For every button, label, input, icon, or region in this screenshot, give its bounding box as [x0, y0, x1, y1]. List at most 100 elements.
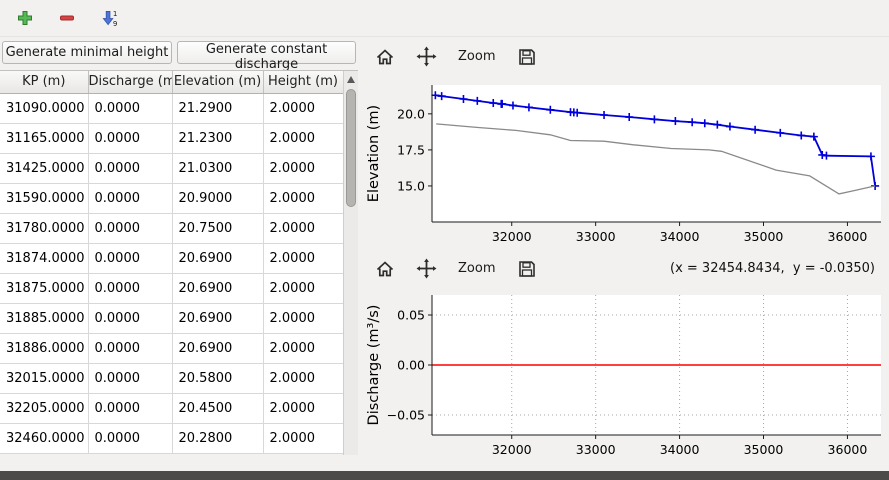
main-area: Generate minimal height Generate constan… [0, 37, 889, 457]
table-cell[interactable]: 0.0000 [88, 303, 173, 334]
table-cell[interactable]: 31874.0000 [0, 243, 89, 274]
plus-marker [524, 103, 533, 112]
discharge-plot-toolbar: Zoom (x = 32454.8434, y = -0.0350) [362, 252, 889, 285]
table-cell[interactable]: 21.0300 [172, 153, 264, 184]
plus-marker [713, 120, 722, 129]
x-tick-label: 32000 [492, 442, 532, 457]
table-cell[interactable]: 20.6900 [172, 303, 264, 334]
table-cell[interactable]: 0.0000 [88, 183, 173, 214]
table-row[interactable]: 31165.0000 0.0000 21.2300 2.0000 [0, 123, 344, 154]
table-cell[interactable]: 2.0000 [263, 333, 344, 364]
plus-marker [573, 108, 582, 117]
table-cell[interactable]: 2.0000 [263, 423, 344, 454]
table-row[interactable]: 31780.0000 0.0000 20.7500 2.0000 [0, 213, 344, 244]
home-button[interactable] [372, 44, 398, 70]
table-cell[interactable]: 21.2900 [172, 93, 264, 124]
generate-button-row: Generate minimal height Generate constan… [0, 37, 358, 72]
table-cell[interactable]: 31165.0000 [0, 123, 89, 154]
scroll-up-icon[interactable] [347, 76, 355, 83]
table-cell[interactable]: 21.2300 [172, 123, 264, 154]
table-cell[interactable]: 31885.0000 [0, 303, 89, 334]
table-cell[interactable]: 0.0000 [88, 153, 173, 184]
save-button[interactable] [514, 256, 540, 282]
column-header[interactable]: KP (m) [0, 71, 89, 94]
table-cell[interactable]: 2.0000 [263, 393, 344, 424]
discharge-plot[interactable]: 32000 33000 34000 35000 36000 −0.05 0.00 0.05 Di… [362, 285, 887, 457]
sort-ascending-icon: 1 9 [102, 9, 117, 28]
plus-marker [508, 101, 517, 110]
table-scrollbar[interactable] [343, 71, 358, 455]
table-cell[interactable]: 32460.0000 [0, 423, 89, 454]
x-tick-label: 34000 [660, 442, 700, 457]
pan-button[interactable] [413, 256, 439, 282]
table-cell[interactable]: 31590.0000 [0, 183, 89, 214]
table-header-row: KP (m)Discharge (m³/s)Elevation (m)Heigh… [0, 71, 344, 94]
pan-button[interactable] [413, 44, 439, 70]
table-cell[interactable]: 31090.0000 [0, 93, 89, 124]
table-row[interactable]: 31090.0000 0.0000 21.2900 2.0000 [0, 93, 344, 124]
table-cell[interactable]: 20.6900 [172, 333, 264, 364]
table-cell[interactable]: 0.0000 [88, 393, 173, 424]
plus-marker [671, 117, 680, 126]
table-cell[interactable]: 0.0000 [88, 273, 173, 304]
save-icon [519, 260, 536, 277]
table-row[interactable]: 31886.0000 0.0000 20.6900 2.0000 [0, 333, 344, 364]
y-tick-label: 0.05 [397, 308, 425, 323]
table-cell[interactable]: 31886.0000 [0, 333, 89, 364]
table-cell[interactable]: 2.0000 [263, 363, 344, 394]
plus-marker [437, 92, 446, 101]
home-button[interactable] [372, 256, 398, 282]
generate-minimal-height-button[interactable]: Generate minimal height [2, 41, 172, 64]
table-cell[interactable]: 31780.0000 [0, 213, 89, 244]
table-cell[interactable]: 0.0000 [88, 93, 173, 124]
elevation-plot[interactable]: 32000 33000 34000 35000 36000 15.0 17.5 20.0 Ele… [362, 73, 887, 249]
add-row-button[interactable] [12, 5, 38, 31]
column-header[interactable]: Height (m) [263, 71, 344, 94]
plus-marker [431, 91, 440, 100]
table-row[interactable]: 32015.0000 0.0000 20.5800 2.0000 [0, 363, 344, 394]
save-button[interactable] [514, 44, 540, 70]
table-row[interactable]: 32460.0000 0.0000 20.2800 2.0000 [0, 423, 344, 454]
scrollbar-thumb[interactable] [346, 89, 356, 207]
table-cell[interactable]: 0.0000 [88, 213, 173, 244]
table-cell[interactable]: 0.0000 [88, 363, 173, 394]
table-row[interactable]: 31425.0000 0.0000 21.0300 2.0000 [0, 153, 344, 184]
table-cell[interactable]: 20.7500 [172, 213, 264, 244]
table-cell[interactable]: 32015.0000 [0, 363, 89, 394]
table-cell[interactable]: 20.9000 [172, 183, 264, 214]
table-cell[interactable]: 2.0000 [263, 153, 344, 184]
table-cell[interactable]: 0.0000 [88, 333, 173, 364]
zoom-button[interactable]: Zoom [454, 256, 499, 282]
table-row[interactable]: 31590.0000 0.0000 20.9000 2.0000 [0, 183, 344, 214]
table-cell[interactable]: 20.4500 [172, 393, 264, 424]
table-row[interactable]: 31875.0000 0.0000 20.6900 2.0000 [0, 273, 344, 304]
table-cell[interactable]: 0.0000 [88, 423, 173, 454]
table-cell[interactable]: 20.5800 [172, 363, 264, 394]
table-cell[interactable]: 2.0000 [263, 93, 344, 124]
table-row[interactable]: 31885.0000 0.0000 20.6900 2.0000 [0, 303, 344, 334]
generate-constant-discharge-button[interactable]: Generate constant discharge [177, 41, 356, 72]
table-cell[interactable]: 32205.0000 [0, 393, 89, 424]
table-cell[interactable]: 2.0000 [263, 183, 344, 214]
table-row[interactable]: 31874.0000 0.0000 20.6900 2.0000 [0, 243, 344, 274]
table-cell[interactable]: 0.0000 [88, 243, 173, 274]
table-cell[interactable]: 20.2800 [172, 423, 264, 454]
table-cell[interactable]: 20.6900 [172, 243, 264, 274]
column-header[interactable]: Elevation (m) [172, 71, 264, 94]
table-cell[interactable]: 2.0000 [263, 273, 344, 304]
plus-marker [688, 118, 697, 127]
table-cell[interactable]: 2.0000 [263, 243, 344, 274]
table-cell[interactable]: 20.6900 [172, 273, 264, 304]
sort-button[interactable]: 1 9 [96, 5, 122, 31]
table-cell[interactable]: 31425.0000 [0, 153, 89, 184]
table-cell[interactable]: 2.0000 [263, 213, 344, 244]
table-cell[interactable]: 2.0000 [263, 123, 344, 154]
table-cell[interactable]: 2.0000 [263, 303, 344, 334]
zoom-button[interactable]: Zoom [454, 44, 499, 70]
remove-row-button[interactable] [54, 5, 80, 31]
table-cell[interactable]: 0.0000 [88, 123, 173, 154]
column-header[interactable]: Discharge (m³/s) [88, 71, 173, 94]
table-row[interactable]: 32205.0000 0.0000 20.4500 2.0000 [0, 393, 344, 424]
data-table-container: KP (m)Discharge (m³/s)Elevation (m)Heigh… [0, 70, 358, 455]
table-cell[interactable]: 31875.0000 [0, 273, 89, 304]
